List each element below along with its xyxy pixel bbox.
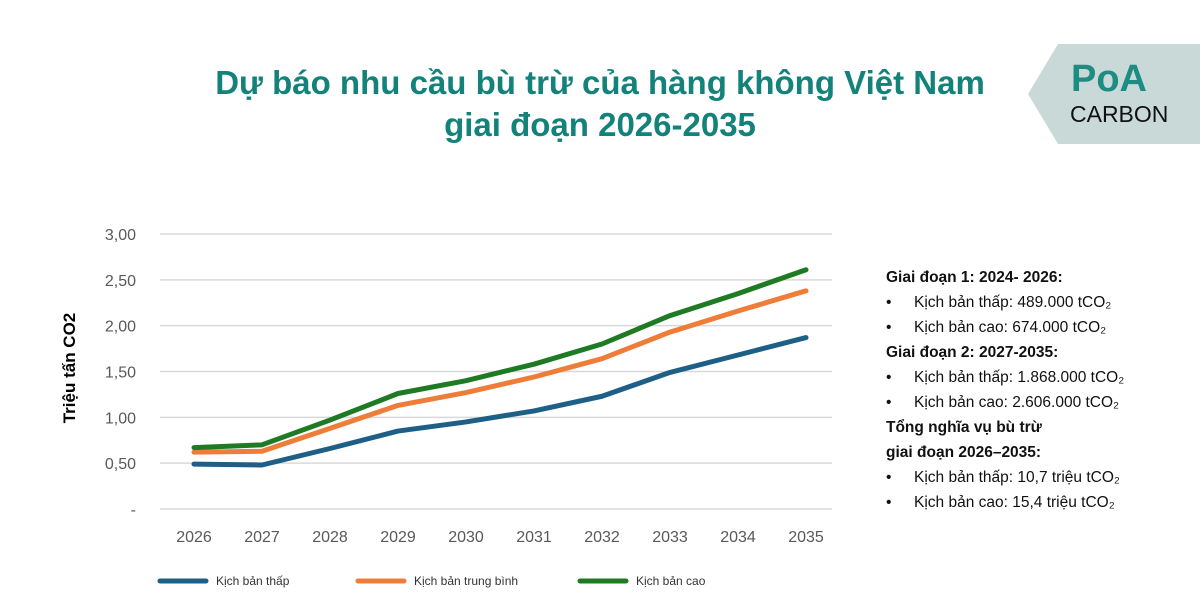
bullet-icon: • <box>886 319 892 336</box>
info-bullet-item: • Kịch bản thấp: 1.868.000 tCO₂ <box>886 365 1124 390</box>
legend-label: Kịch bản cao <box>636 574 706 588</box>
y-tick-label: 1,50 <box>105 365 136 382</box>
info-heading: Giai đoạn 1: 2024- 2026: <box>886 269 1063 286</box>
logo-text-poa: PoA <box>1071 58 1147 100</box>
info-bullet-item: • Kịch bản thấp: 489.000 tCO₂ <box>886 290 1124 315</box>
info-panel: Giai đoạn 1: 2024- 2026: • Kịch bản thấp: … <box>886 265 1124 515</box>
info-bullet-text: Kịch bản thấp: 489.000 tCO₂ <box>914 294 1112 311</box>
legend-label: Kịch bản thấp <box>216 574 290 588</box>
info-bullet-item: • Kịch bản thấp: 10,7 triệu tCO₂ <box>886 465 1124 490</box>
y-tick-label: 2,00 <box>105 319 136 336</box>
x-tick-label: 2032 <box>584 529 620 546</box>
title-line-1: Dự báo nhu cầu bù trừ của hàng không Việ… <box>215 64 985 101</box>
page-title: Dự báo nhu cầu bù trừ của hàng không Việ… <box>120 62 1080 146</box>
y-tick-label: 0,50 <box>105 456 136 473</box>
info-bullet-text: Kịch bản cao: 15,4 triệu tCO₂ <box>914 494 1115 511</box>
y-tick-label: 3,00 <box>105 227 136 244</box>
info-bullet-item: • Kịch bản cao: 674.000 tCO₂ <box>886 315 1124 340</box>
y-tick-label: - <box>131 502 136 519</box>
title-line-2: giai đoạn 2026-2035 <box>444 106 756 143</box>
info-bullet-text: Kịch bản cao: 674.000 tCO₂ <box>914 319 1107 336</box>
info-bullet-text: Kịch bản thấp: 1.868.000 tCO₂ <box>914 369 1125 386</box>
bullet-icon: • <box>886 294 892 311</box>
series-line-0 <box>191 335 809 468</box>
bullet-icon: • <box>886 369 892 386</box>
info-heading: Giai đoạn 2: 2027-2035: <box>886 344 1059 361</box>
x-tick-label: 2026 <box>176 529 212 546</box>
bullet-icon: • <box>886 494 892 511</box>
info-bullet-text: Kịch bản thấp: 10,7 triệu tCO₂ <box>914 469 1120 486</box>
x-tick-label: 2035 <box>788 529 824 546</box>
info-heading: Tổng nghĩa vụ bù trừ <box>886 419 1042 436</box>
info-heading: giai đoạn 2026–2035: <box>886 444 1042 461</box>
info-bullet-item: • Kịch bản cao: 2.606.000 tCO₂ <box>886 390 1124 415</box>
legend-label: Kịch bản trung bình <box>414 574 518 588</box>
y-tick-label: 1,00 <box>105 410 136 427</box>
x-tick-label: 2031 <box>516 529 552 546</box>
logo <box>1028 44 1200 144</box>
x-tick-label: 2033 <box>652 529 688 546</box>
x-tick-label: 2030 <box>448 529 484 546</box>
logo-text-carbon: CARBON <box>1070 101 1169 127</box>
x-tick-label: 2029 <box>380 529 416 546</box>
bullet-icon: • <box>886 469 892 486</box>
x-tick-label: 2028 <box>312 529 348 546</box>
y-tick-label: 2,50 <box>105 273 136 290</box>
info-bullet-item: • Kịch bản cao: 15,4 triệu tCO₂ <box>886 490 1124 515</box>
bullet-icon: • <box>886 394 892 411</box>
x-tick-label: 2034 <box>720 529 756 546</box>
series-line-1 <box>191 288 809 455</box>
series-line-2 <box>191 267 809 451</box>
info-bullet-text: Kịch bản cao: 2.606.000 tCO₂ <box>914 394 1120 411</box>
x-tick-label: 2027 <box>244 529 280 546</box>
